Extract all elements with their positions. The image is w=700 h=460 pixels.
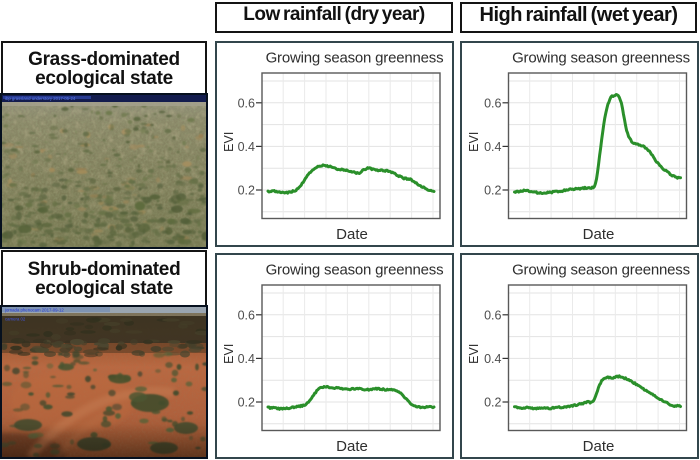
svg-text:0.4: 0.4 — [238, 140, 255, 154]
svg-text:0.2: 0.2 — [238, 184, 255, 198]
svg-text:camera 02: camera 02 — [5, 317, 26, 322]
svg-text:EVI: EVI — [222, 344, 236, 364]
svg-text:0.6: 0.6 — [484, 308, 501, 322]
svg-text:EVI: EVI — [467, 132, 481, 152]
svg-text:0.2: 0.2 — [484, 396, 501, 410]
svg-text:Growing season greenness: Growing season greenness — [266, 50, 444, 67]
svg-text:Growing season greenness: Growing season greenness — [266, 262, 444, 279]
svg-text:0.4: 0.4 — [238, 352, 255, 366]
svg-text:0.6: 0.6 — [238, 308, 255, 322]
svg-text:Date: Date — [583, 438, 615, 455]
svg-text:EVI: EVI — [467, 344, 481, 364]
svg-text:0.4: 0.4 — [484, 352, 501, 366]
svg-text:Date: Date — [336, 438, 368, 455]
svg-text:EVI: EVI — [222, 132, 236, 152]
svg-text:0.4: 0.4 — [484, 140, 501, 154]
svg-text:Date: Date — [583, 226, 615, 243]
svg-text:Growing season greenness: Growing season greenness — [512, 50, 690, 67]
svg-text:Date: Date — [336, 226, 368, 243]
svg-text:0.2: 0.2 — [484, 184, 501, 198]
svg-text:Growing season greenness: Growing season greenness — [512, 262, 690, 279]
svg-text:jornada phenocam 2017-09-12: jornada phenocam 2017-09-12 — [4, 308, 64, 313]
svg-text:0.2: 0.2 — [238, 396, 255, 410]
svg-text:0.6: 0.6 — [238, 96, 255, 110]
svg-text:ibp grassland understory 2017-: ibp grassland understory 2017-05-24 — [5, 96, 76, 101]
svg-text:0.6: 0.6 — [484, 96, 501, 110]
